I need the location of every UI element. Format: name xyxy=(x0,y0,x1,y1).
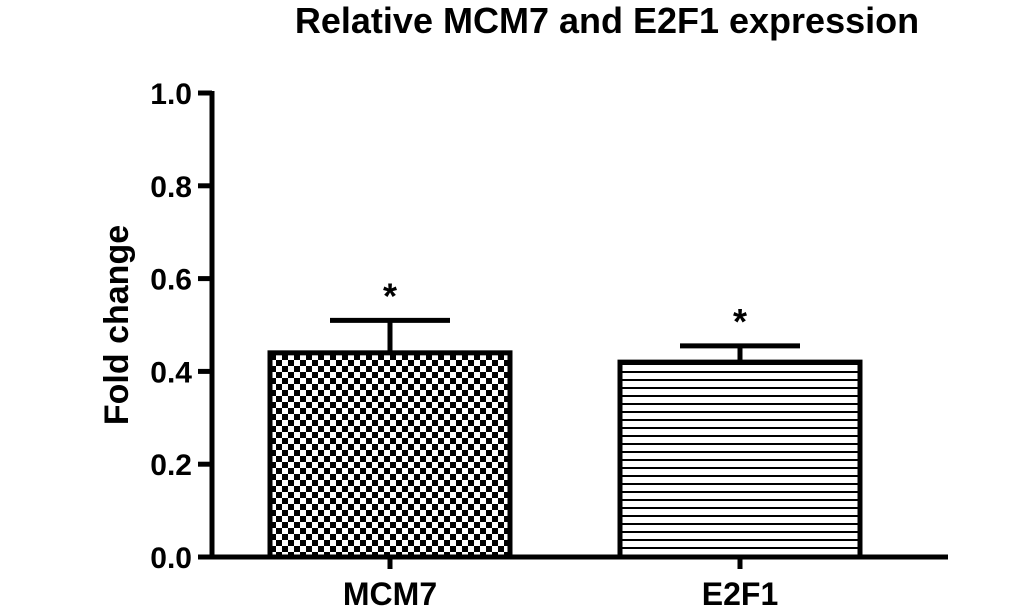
x-tick-label: E2F1 xyxy=(702,576,778,612)
x-axis: MCM7 E2F1 xyxy=(210,554,948,612)
y-axis-label: Fold change xyxy=(98,225,136,425)
y-axis: 0.0 0.2 0.4 0.6 0.8 1.0 xyxy=(150,78,215,575)
significance-marker: * xyxy=(733,301,747,342)
x-tick-label: MCM7 xyxy=(343,576,437,612)
chart-title: Relative MCM7 and E2F1 expression xyxy=(295,0,919,41)
y-tick-label: 0.4 xyxy=(150,356,192,389)
y-tick-label: 0.2 xyxy=(150,449,192,482)
y-tick-label: 1.0 xyxy=(150,78,192,111)
bars: ** xyxy=(267,275,863,560)
y-tick-label: 0.6 xyxy=(150,264,192,297)
y-tick-label: 0.0 xyxy=(150,542,192,575)
bar-e2f1 xyxy=(617,359,863,560)
significance-marker: * xyxy=(383,275,397,316)
y-tick-label: 0.8 xyxy=(150,171,192,204)
bar-mcm7 xyxy=(267,350,513,560)
